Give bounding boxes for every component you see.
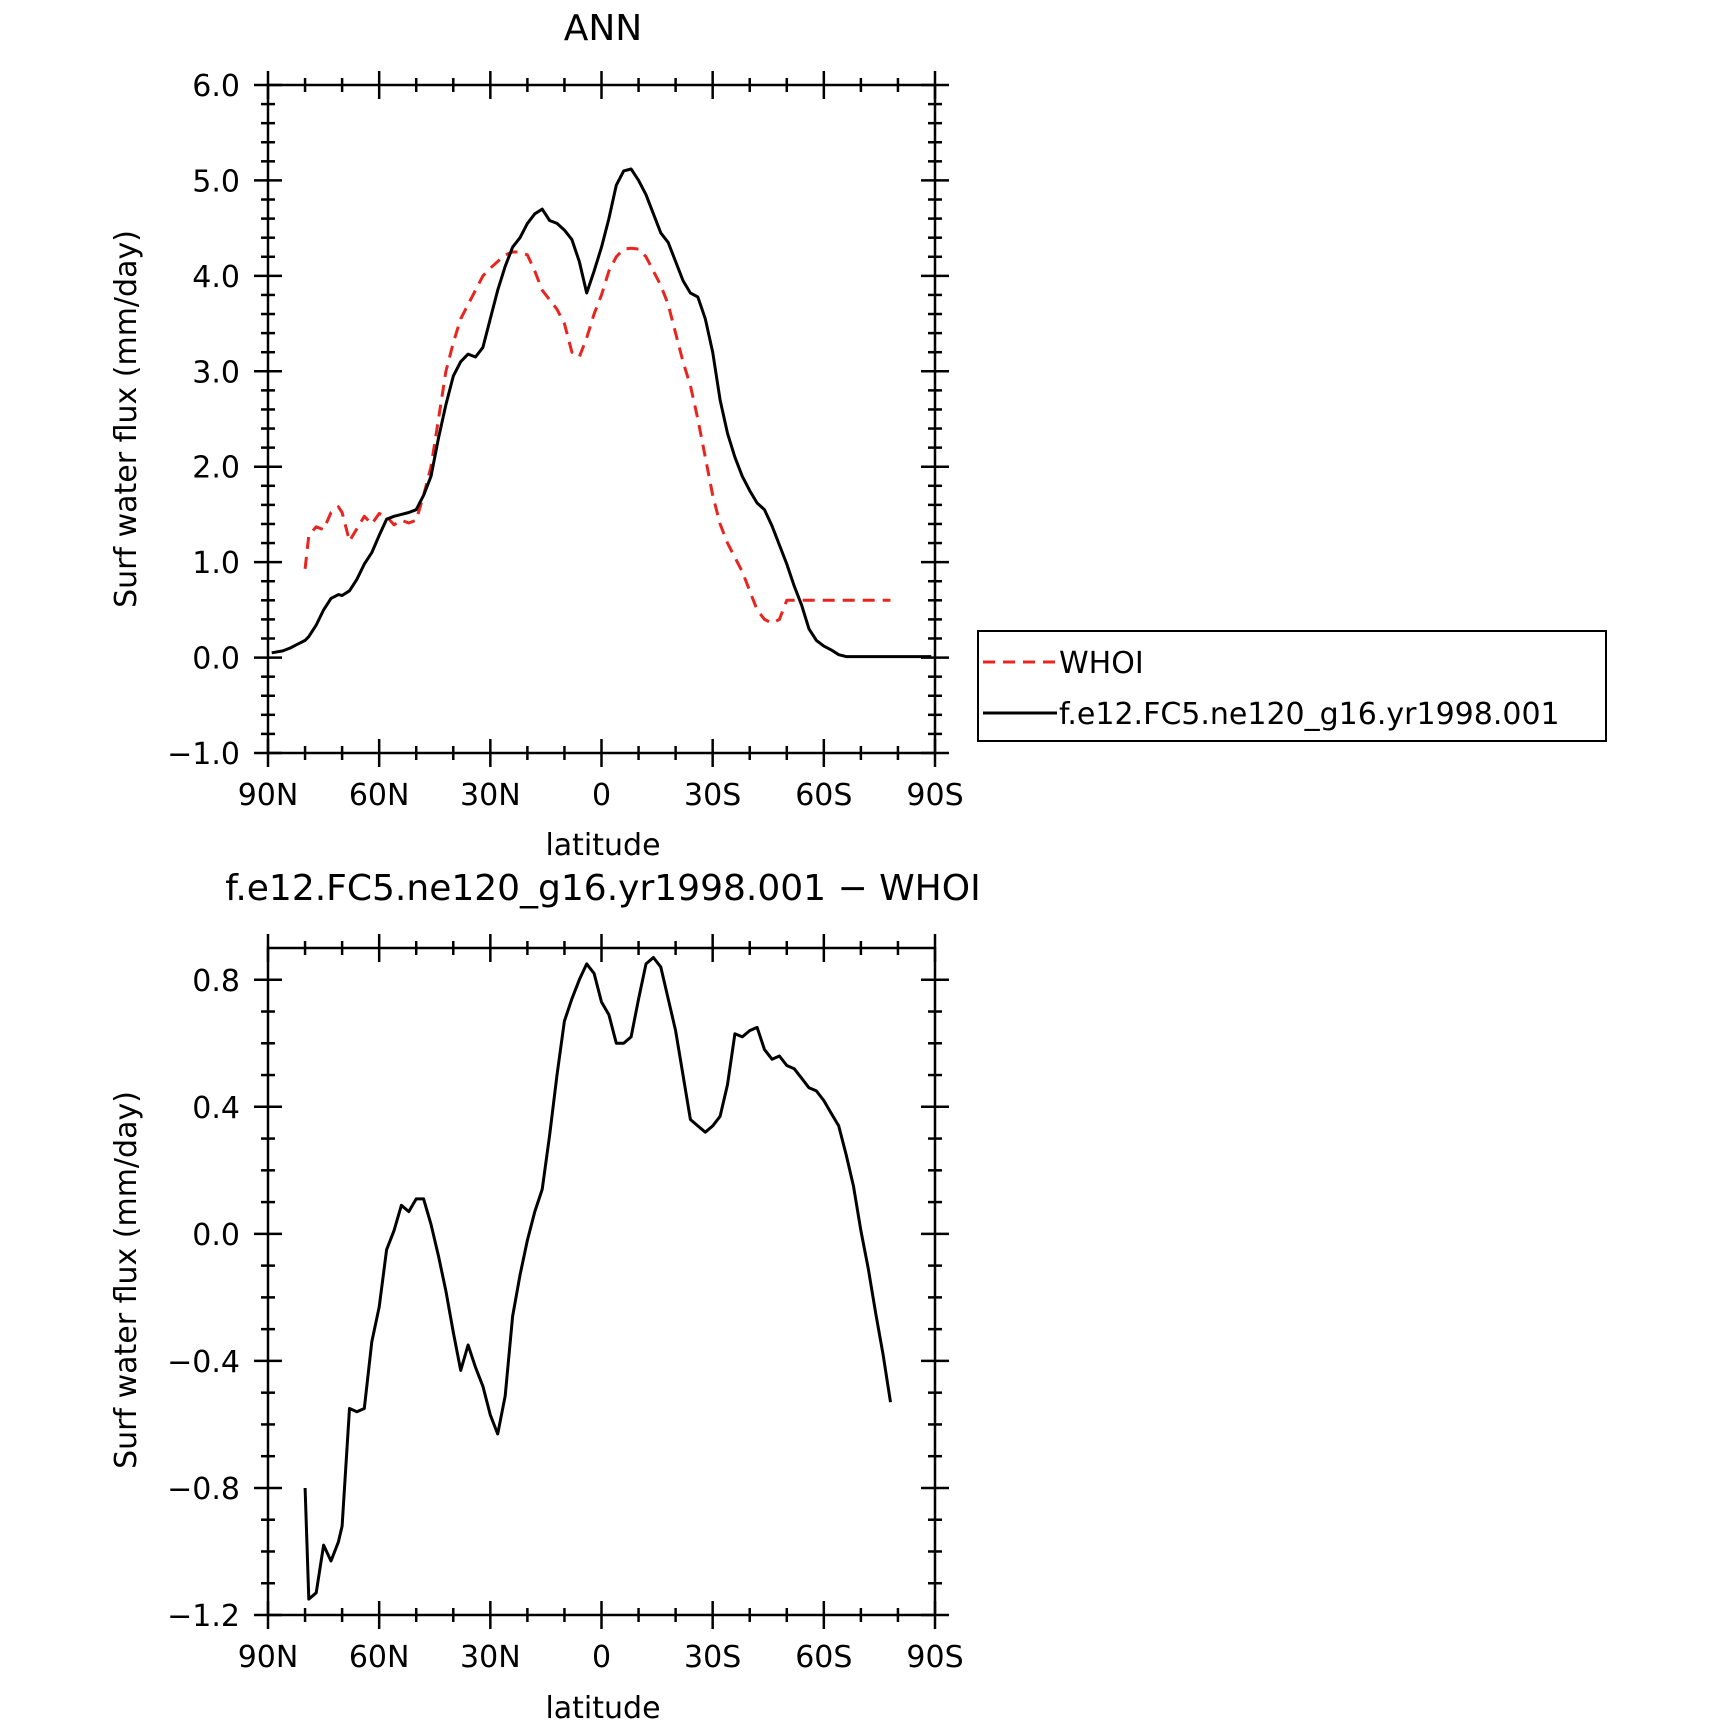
top-y-tick-label: 5.0 (192, 164, 240, 199)
top-x-tick-label: 90N (238, 778, 299, 813)
top-y-tick-label: −1.0 (167, 737, 240, 772)
top-y-tick-label: 2.0 (192, 451, 240, 486)
bottom-chart-title: f.e12.FC5.ne120_g16.yr1998.001 − WHOI (225, 868, 980, 909)
legend-label-model: f.e12.FC5.ne120_g16.yr1998.001 (1059, 697, 1560, 732)
top-x-tick-label: 0 (592, 778, 611, 813)
top-chart-series-layer (271, 167, 932, 659)
bottom-y-tick-label: 0.0 (192, 1218, 240, 1253)
top-chart-xlabel: latitude (545, 828, 660, 863)
top-chart-legend: WHOI f.e12.FC5.ne120_g16.yr1998.001 (977, 630, 1607, 742)
legend-label-whoi: WHOI (1059, 646, 1144, 681)
bottom-chart-series-layer (303, 956, 892, 1601)
top-chart-title: ANN (564, 8, 643, 49)
bottom-y-tick-label: −0.8 (167, 1472, 240, 1507)
bottom-chart-ylabel: Surf water flux (mm/day) (109, 1091, 144, 1469)
bottom-x-tick-label: 60N (349, 1640, 410, 1675)
bottom-chart: f.e12.FC5.ne120_g16.yr1998.001 − WHOI 90… (109, 868, 981, 1723)
top-chart: ANN 90N 60N 30N 0 30S 60S 90S −1.0 0.0 1.0 2.0 3.0 4… (109, 8, 1607, 863)
top-series-line-model (271, 167, 932, 659)
bottom-x-tick-label: 30S (684, 1640, 741, 1675)
bottom-x-tick-label: 30N (460, 1640, 521, 1675)
bottom-y-tick-label: −0.4 (167, 1345, 240, 1380)
top-chart-ylabel: Surf water flux (mm/day) (109, 230, 144, 608)
top-y-tick-label: 1.0 (192, 546, 240, 581)
bottom-chart-xlabel: latitude (545, 1691, 660, 1723)
top-x-tick-label: 30N (460, 778, 521, 813)
bottom-x-tick-label: 60S (795, 1640, 852, 1675)
bottom-x-tick-label: 90N (238, 1640, 299, 1675)
bottom-y-tick-label: 0.4 (192, 1091, 240, 1126)
bottom-series-line-model (303, 956, 892, 1601)
bottom-chart-frame (266, 946, 937, 1617)
top-x-tick-label: 30S (684, 778, 741, 813)
bottom-x-tick-label: 0 (592, 1640, 611, 1675)
top-y-tick-label: 3.0 (192, 355, 240, 390)
top-y-tick-label: 4.0 (192, 260, 240, 295)
bottom-chart-tick-layer: 90N 60N 30N 0 30S 60S 90S −1.2 −0.8 −0.4 0.0 0.4 0.8 (167, 934, 964, 1675)
legend-box (977, 630, 1607, 742)
top-x-tick-label: 60S (795, 778, 852, 813)
top-series-line-whoi (303, 246, 891, 625)
top-chart-tick-layer: 90N 60N 30N 0 30S 60S 90S −1.0 0.0 1.0 2.0 3.0 4.0 5.… (167, 69, 963, 813)
top-x-tick-label: 60N (349, 778, 410, 813)
top-x-tick-label: 90S (906, 778, 963, 813)
bottom-y-tick-label: −1.2 (167, 1599, 240, 1634)
top-y-tick-label: 0.0 (192, 642, 240, 677)
top-y-tick-label: 6.0 (192, 69, 240, 104)
bottom-y-tick-label: 0.8 (192, 964, 240, 999)
bottom-x-tick-label: 90S (906, 1640, 963, 1675)
